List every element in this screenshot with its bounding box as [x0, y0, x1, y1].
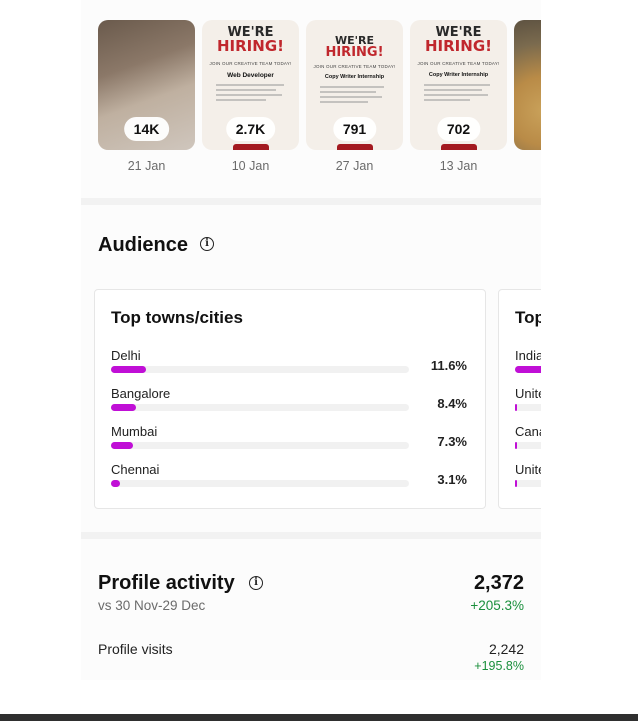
bottom-edge-bar [0, 714, 638, 721]
progress-fill [111, 366, 146, 373]
poster-role: Copy Writer Internship [428, 72, 489, 78]
city-percent: 8.4% [437, 396, 467, 411]
city-row: Bangalore 8.4% [111, 386, 467, 424]
city-name: Chennai [111, 462, 160, 477]
poster-text-line [216, 94, 282, 96]
poster-text-line [424, 89, 482, 91]
city-name: Delhi [111, 348, 141, 363]
poster-text-line [424, 84, 490, 86]
poster-text-line [424, 94, 488, 96]
post-thumbnail-3[interactable]: WE'RE HIRING! JOIN OUR CREATIVE TEAM TOD… [306, 20, 403, 150]
poster-line2: HIRING! [325, 45, 384, 60]
section-divider [81, 198, 541, 205]
top-cities-card: Top towns/cities Delhi 11.6% Bangalore 8… [94, 289, 486, 509]
post-thumbnail-2[interactable]: WE'RE HIRING! JOIN OUR CREATIVE TEAM TOD… [202, 20, 299, 150]
post-date: 27 Jan [335, 159, 374, 173]
poster-line1: WE'RE [335, 34, 374, 47]
poster-sub: JOIN OUR CREATIVE TEAM TODAY! [209, 61, 292, 66]
post-date: 13 Jan [439, 159, 478, 173]
progress-track [111, 480, 409, 487]
card-title: Top towns/cities [111, 308, 243, 327]
hiring-poster: WE'RE HIRING! JOIN OUR CREATIVE TEAM TOD… [306, 20, 403, 150]
poster-dm-tag [232, 144, 269, 150]
poster-text-line [216, 99, 266, 101]
post-date: 21 Jan [127, 159, 166, 173]
progress-fill [515, 442, 517, 449]
poster-sub: JOIN OUR CREATIVE TEAM TODAY! [417, 61, 500, 66]
profile-activity-total: 2,372 [473, 572, 524, 594]
poster-text-line [320, 101, 368, 103]
poster-sub: JOIN OUR CREATIVE TEAM TODAY! [313, 64, 396, 69]
profile-visits-change: +195.8% [474, 659, 524, 673]
progress-fill [515, 404, 517, 411]
progress-fill [515, 366, 541, 373]
country-row: Cana [515, 424, 541, 462]
poster-text-line [320, 96, 382, 98]
poster-text-line [216, 84, 284, 86]
country-name: Cana [515, 424, 541, 439]
progress-track [111, 404, 409, 411]
progress-track [515, 480, 541, 487]
city-percent: 3.1% [437, 472, 467, 487]
city-name: Mumbai [111, 424, 158, 439]
country-row: India [515, 348, 541, 386]
poster-text-line [216, 89, 276, 91]
progress-track [111, 442, 409, 449]
profile-visits-label: Profile visits [98, 641, 173, 657]
country-name: India [515, 348, 541, 363]
progress-fill [111, 480, 120, 487]
poster-text-line [424, 99, 470, 101]
city-name: Bangalore [111, 386, 171, 401]
post-thumbnail-4[interactable]: WE'RE HIRING! JOIN OUR CREATIVE TEAM TOD… [410, 20, 507, 150]
post-count-badge: 2.7K [225, 117, 276, 141]
info-icon[interactable]: i [249, 576, 263, 590]
poster-text-line [320, 91, 376, 93]
country-row: Unite [515, 462, 541, 500]
poster-line2: HIRING! [217, 37, 284, 55]
post-thumbnail-5[interactable] [514, 20, 541, 150]
comparison-range: vs 30 Nov-29 Dec [98, 598, 206, 613]
section-divider [81, 532, 541, 539]
top-posts-strip: 14K 21 Jan WE'RE HIRING! JOIN OUR CREATI… [98, 20, 541, 180]
poster-role: Copy Writer Internship [324, 74, 385, 80]
city-percent: 7.3% [437, 434, 467, 449]
profile-activity-title: Profile activity [98, 572, 235, 594]
card-title: Top [515, 308, 541, 327]
progress-fill [111, 442, 133, 449]
post-thumbnail-1[interactable]: 14K [98, 20, 195, 150]
poster-line1: WE'RE [435, 25, 482, 40]
poster-dm-tag [440, 144, 477, 150]
poster-role: Web Developer [227, 72, 274, 79]
audience-title: Audience [98, 234, 189, 256]
progress-track [111, 366, 409, 373]
poster-line2: HIRING! [425, 37, 492, 55]
profile-activity-change: +205.3% [470, 598, 524, 613]
post-count-badge: 702 [436, 117, 481, 141]
progress-track [515, 442, 541, 449]
hiring-poster: WE'RE HIRING! JOIN OUR CREATIVE TEAM TOD… [410, 20, 507, 150]
progress-fill [515, 480, 517, 487]
poster-dm-tag [336, 144, 373, 150]
city-percent: 11.6% [430, 358, 467, 373]
post-photo [514, 20, 541, 150]
post-count-badge: 14K [123, 117, 170, 141]
city-row: Mumbai 7.3% [111, 424, 467, 462]
progress-fill [111, 404, 136, 411]
poster-text-line [320, 86, 384, 88]
info-icon[interactable]: i [200, 237, 214, 251]
city-row: Delhi 11.6% [111, 348, 467, 386]
insights-panel: 14K 21 Jan WE'RE HIRING! JOIN OUR CREATI… [81, 0, 541, 680]
post-count-badge: 791 [332, 117, 377, 141]
poster-line1: WE'RE [227, 25, 274, 40]
country-name: Unite [515, 462, 541, 477]
profile-visits-value: 2,242 [488, 641, 524, 657]
progress-track [515, 404, 541, 411]
city-row: Chennai 3.1% [111, 462, 467, 500]
progress-track [515, 366, 541, 373]
country-row: Unite [515, 386, 541, 424]
country-name: Unite [515, 386, 541, 401]
top-countries-card: Top India Unite Cana Unite [498, 289, 541, 509]
post-date: 10 Jan [231, 159, 270, 173]
hiring-poster: WE'RE HIRING! JOIN OUR CREATIVE TEAM TOD… [202, 20, 299, 150]
